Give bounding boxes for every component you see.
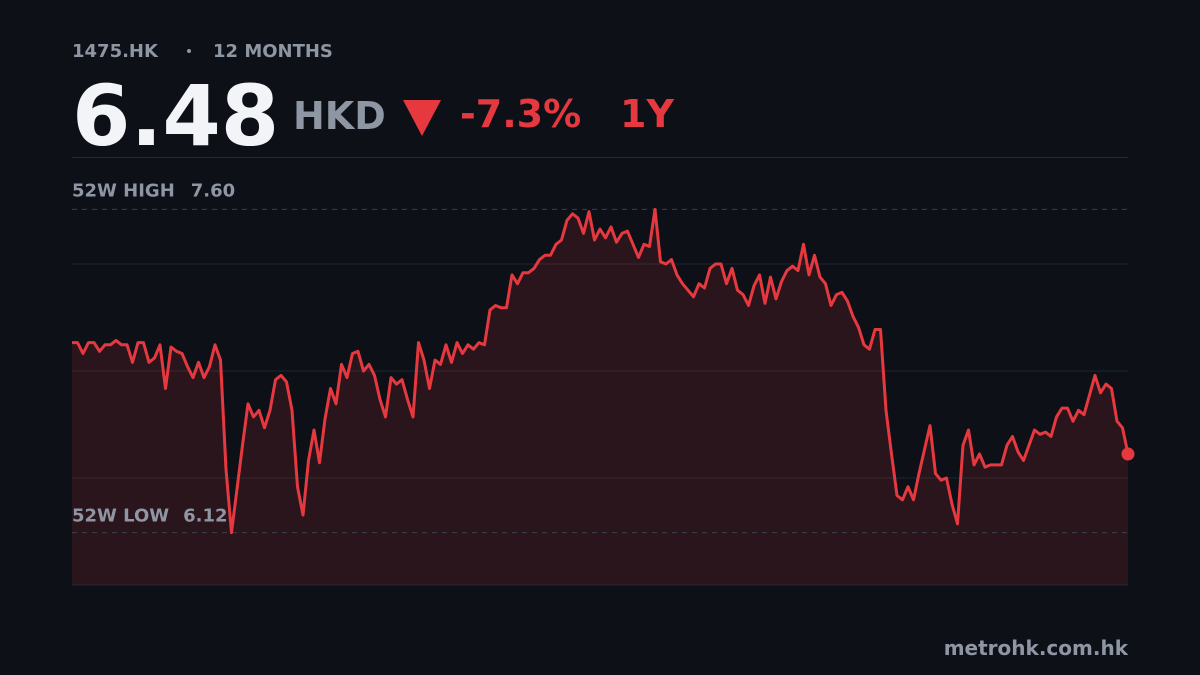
ticker: 1475.HK: [72, 41, 159, 62]
currency: HKD: [293, 94, 386, 138]
down-arrow: [403, 100, 441, 136]
low-value: 6.12: [183, 506, 227, 527]
price: 6.48: [72, 67, 279, 165]
high-name: 52W HIGH: [72, 180, 175, 201]
period: 1Y: [620, 92, 674, 136]
high-value: 7.60: [191, 180, 235, 201]
separator-dot: [187, 49, 191, 53]
source: metrohk.com.hk: [944, 636, 1129, 660]
last-point: [1121, 447, 1135, 461]
area-fill: [72, 209, 1128, 585]
low-name: 52W LOW: [72, 506, 169, 527]
change: -7.3%: [460, 92, 581, 136]
range-label: 12 MONTHS: [213, 41, 333, 62]
price-line: [72, 207, 1130, 535]
